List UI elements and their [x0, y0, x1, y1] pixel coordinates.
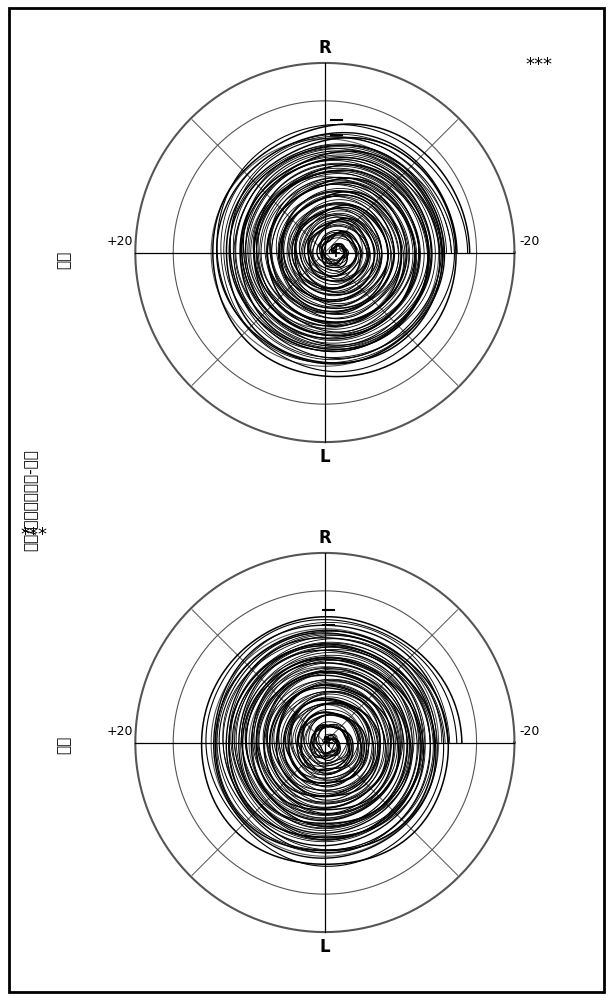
Text: 右眼: 右眼: [57, 251, 72, 269]
Text: R: R: [319, 39, 331, 57]
Text: 左眼: 左眼: [57, 736, 72, 754]
Text: ***: ***: [526, 56, 553, 74]
Text: -20: -20: [519, 725, 540, 738]
Text: 遮盖/揭开下的螺旋-右眼: 遮盖/揭开下的螺旋-右眼: [22, 449, 37, 551]
Text: L: L: [319, 448, 330, 466]
Text: +20: +20: [107, 235, 134, 248]
Text: -20: -20: [519, 235, 540, 248]
Text: L: L: [319, 938, 330, 956]
Text: R: R: [319, 529, 331, 547]
Text: +20: +20: [107, 725, 134, 738]
Text: ***: ***: [20, 526, 47, 544]
